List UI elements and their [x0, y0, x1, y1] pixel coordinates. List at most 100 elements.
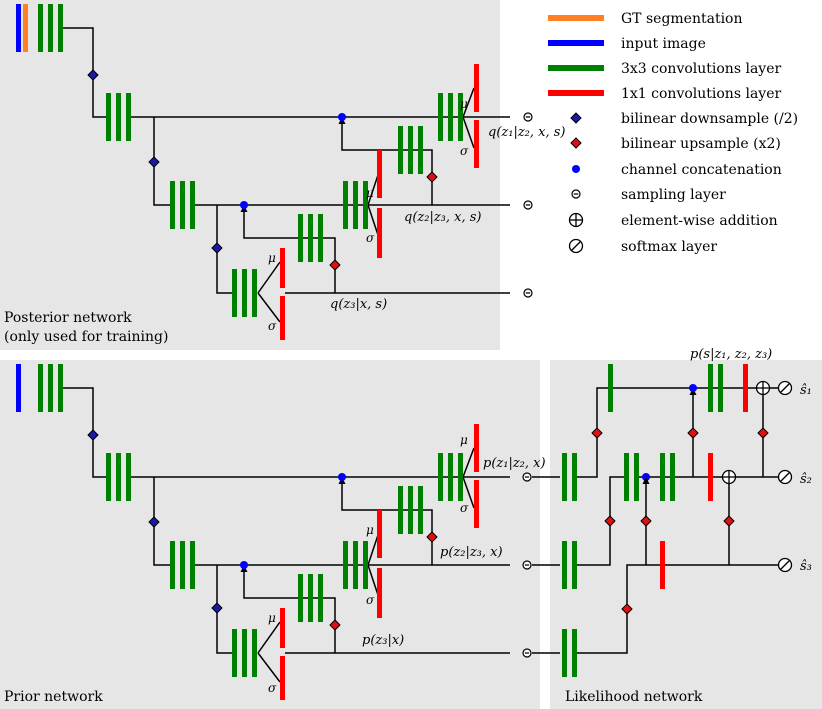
posterior-lvl1-fork-mu — [462, 87, 475, 118]
prior-enc2-conv-2 — [126, 453, 131, 501]
softmax-symbol-legend-row: softmax layer — [568, 238, 717, 255]
prior-enc2-conv-0 — [106, 453, 111, 501]
prior-sample-2 — [522, 560, 532, 570]
lik-z3-1x1 — [660, 541, 665, 589]
post-mu-2: μ — [366, 186, 374, 200]
prior-enc1-conv-1 — [48, 364, 53, 412]
prior-lvl2-fork-sigma — [367, 564, 379, 596]
sampling-symbol-legend-row: sampling layer — [571, 187, 726, 203]
prior-dec2-conv-1 — [353, 541, 358, 589]
posterior-sample-1 — [523, 112, 533, 122]
posterior-lvl3-mu — [280, 248, 285, 288]
prior-mu-3: μ — [268, 611, 276, 625]
post-mu-1: μ — [460, 97, 468, 111]
posterior-subtitle: (only used for training) — [4, 329, 168, 345]
posterior-enc4-conv-1 — [242, 269, 247, 317]
posterior-lvl3-sigma — [280, 296, 285, 340]
prior-concat-2 — [240, 561, 248, 569]
prior-down-2 — [148, 516, 160, 528]
posterior-dec2a-conv-1 — [308, 214, 313, 262]
conv1x1-bar-icon — [548, 90, 604, 96]
posterior-enc2-conv-2 — [126, 93, 131, 141]
posterior-enc3-conv-2 — [190, 181, 195, 229]
posterior-enc4-conv-0 — [232, 269, 237, 317]
softmax-symbol-icon — [568, 238, 584, 254]
lik-up-mid — [640, 515, 652, 527]
prior-enc4-conv-2 — [252, 629, 257, 677]
posterior-dec2-conv-2 — [363, 181, 368, 229]
likelihood-panel — [550, 360, 822, 709]
legend-label: bilinear upsample (x2) — [621, 136, 781, 152]
legend-label: GT segmentation — [621, 11, 743, 27]
prior-concat-1 — [338, 473, 346, 481]
gt-segmentation-bar-icon — [548, 15, 604, 21]
posterior-q1-label: q(z₁|z₂, x, s) — [488, 125, 566, 140]
lik-softmax-3-slash — [780, 560, 790, 570]
legend-label: softmax layer — [621, 239, 717, 255]
lik-z2-conv-0 — [562, 541, 567, 589]
prior-dec1a-conv-1 — [408, 486, 413, 534]
prior-lvl1-mu — [474, 424, 479, 472]
posterior-q3-label: q(z₃|x, s) — [330, 297, 387, 312]
lik-softmax-1-slash — [780, 383, 790, 393]
lik-z2-upsample — [604, 515, 616, 527]
posterior-q2-label: q(z₂|z₃, x, s) — [404, 210, 482, 225]
lik-z3-conv-1 — [572, 629, 577, 677]
lik-softmax-1 — [777, 380, 793, 396]
posterior-lvl1-fork-sigma — [462, 116, 475, 149]
legend-label: element-wise addition — [621, 213, 778, 229]
concat-dot-legend-row: channel concatenation — [572, 162, 782, 178]
prior-lvl3-mu — [280, 608, 285, 648]
output-s1-label: ŝ₁ — [800, 383, 812, 398]
legend: GT segmentation input image 3x3 convolutio… — [548, 11, 798, 255]
prior-title: Prior network — [4, 689, 103, 705]
addition-symbol-icon — [568, 212, 584, 228]
legend-label: 1x1 convolutions layer — [621, 86, 781, 102]
prior-sigma-1: σ — [460, 501, 469, 515]
lik-mid-1x1 — [708, 453, 713, 501]
input-image-bar-icon — [548, 40, 604, 46]
conv3x3-bar-legend-row: 3x3 convolutions layer — [548, 61, 781, 77]
prior-panel — [0, 360, 540, 709]
prior-sample-1 — [522, 472, 532, 482]
prior-down-3 — [211, 602, 223, 614]
prior-enc3-conv-1 — [180, 541, 185, 589]
posterior-concat-2 — [240, 201, 248, 209]
posterior-up-2 — [426, 171, 438, 183]
likelihood-ps-label: p(s|z₁, z₂, z₃) — [690, 347, 772, 362]
lik-mid-conv-b-0 — [660, 453, 665, 501]
prior-lvl2-mu — [377, 510, 382, 558]
posterior-enc1-conv-0 — [38, 4, 43, 52]
post-sigma-3: σ — [268, 319, 277, 333]
lik-add-top — [755, 380, 771, 396]
prior-dec2a-conv-0 — [298, 574, 303, 622]
prior-lvl1-fork-sigma — [462, 476, 475, 509]
lik-z1-conv-1 — [572, 453, 577, 501]
posterior-lvl3-fork-sigma — [257, 292, 281, 323]
posterior-enc2-conv-1 — [116, 93, 121, 141]
posterior-enc4-conv-2 — [252, 269, 257, 317]
prior-input-bar — [16, 364, 21, 412]
lik-arrow-mid — [642, 477, 650, 484]
lik-top-conv-b-0 — [708, 364, 713, 412]
lik-up-add-top — [757, 427, 769, 439]
posterior-down-1 — [87, 69, 99, 81]
prior-lvl2-fork-mu — [367, 534, 379, 566]
posterior-enc2-conv-0 — [106, 93, 111, 141]
posterior-enc2-down — [153, 117, 170, 206]
legend-label: input image — [621, 36, 706, 52]
lik-up-add-mid — [723, 515, 735, 527]
posterior-enc3-conv-1 — [180, 181, 185, 229]
output-s3-label: ŝ₃ — [800, 559, 812, 574]
prior-lvl1-fork-mu — [462, 447, 475, 478]
posterior-enc1-conv-1 — [48, 4, 53, 52]
legend-label: bilinear downsample (/2) — [621, 111, 798, 127]
conv3x3-bar-icon — [548, 65, 604, 71]
posterior-input-bar — [16, 4, 21, 52]
post-sigma-1: σ — [460, 144, 469, 158]
conv1x1-bar-legend-row: 1x1 convolutions layer — [548, 86, 781, 102]
legend-label: channel concatenation — [621, 162, 782, 178]
posterior-enc3-down — [216, 205, 232, 294]
legend-label: sampling layer — [621, 187, 726, 203]
addition-symbol-legend-row: element-wise addition — [568, 212, 778, 229]
